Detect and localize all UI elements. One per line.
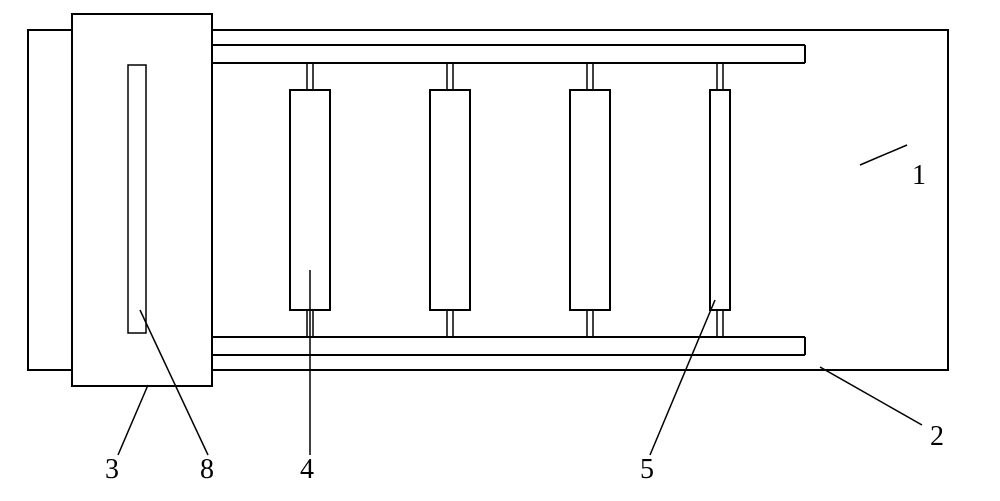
callout-label-4: 4 bbox=[300, 454, 314, 485]
callout-3: 3 bbox=[105, 385, 148, 485]
leader-line-5 bbox=[650, 300, 715, 455]
callout-label-8: 8 bbox=[200, 454, 214, 485]
callout-label-3: 3 bbox=[105, 454, 119, 485]
roller-3 bbox=[570, 63, 610, 337]
technical-diagram: 1 2 3 4 5 8 bbox=[0, 0, 1000, 501]
roller-2 bbox=[430, 63, 470, 337]
callout-label-2: 2 bbox=[930, 421, 944, 452]
leader-line-2 bbox=[820, 367, 922, 425]
leader-line-1 bbox=[860, 145, 907, 165]
callout-label-1: 1 bbox=[912, 160, 926, 191]
callout-1: 1 bbox=[860, 145, 926, 191]
callout-label-5: 5 bbox=[640, 454, 654, 485]
roller-4 bbox=[710, 63, 730, 337]
leader-line-3 bbox=[118, 385, 148, 455]
callout-2: 2 bbox=[820, 367, 944, 452]
left-block bbox=[72, 14, 212, 386]
callout-5: 5 bbox=[640, 300, 715, 485]
